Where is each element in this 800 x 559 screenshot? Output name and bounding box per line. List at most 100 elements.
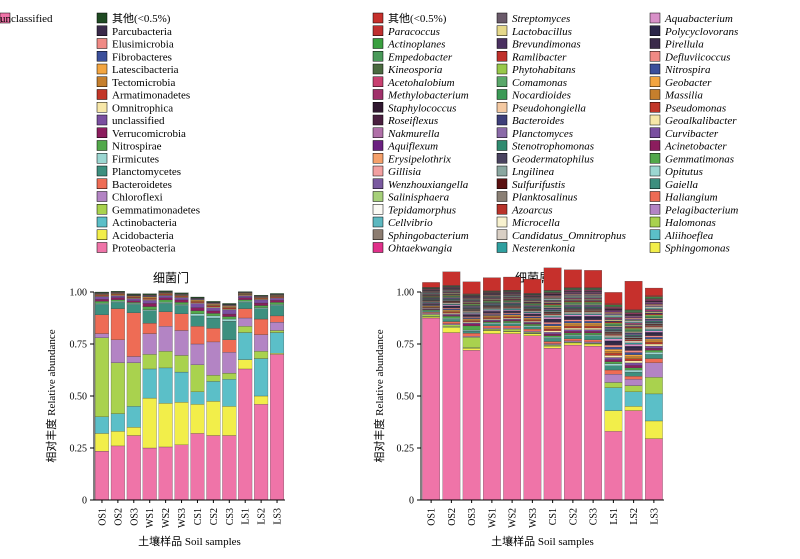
bar-segment xyxy=(503,318,521,321)
legend-swatch xyxy=(649,38,661,49)
bar-segment xyxy=(503,333,521,501)
legend-label: Proteobacteria xyxy=(112,243,176,255)
bar-segment xyxy=(462,330,481,334)
bar-segment xyxy=(564,342,582,346)
legend-label: Pelagibacterium xyxy=(664,204,738,216)
bar-segment xyxy=(270,293,285,295)
bar-segment xyxy=(483,319,501,321)
legend-swatch xyxy=(649,127,661,138)
legend-swatch xyxy=(649,204,661,215)
bar-segment xyxy=(604,344,623,348)
bar-segment xyxy=(158,367,173,404)
bar-segment xyxy=(442,324,461,327)
bar-segment xyxy=(523,320,542,323)
bar-segment xyxy=(206,301,221,303)
legend-swatch xyxy=(96,25,108,36)
legend-swatch xyxy=(372,178,384,189)
bar-segment xyxy=(238,291,253,293)
bar-segment xyxy=(174,355,189,373)
bar-segment xyxy=(584,334,602,336)
bar-segment xyxy=(543,335,562,338)
bar-segment xyxy=(523,278,542,294)
bar-segment xyxy=(142,447,157,501)
bar-segment xyxy=(523,312,542,314)
bar-segment xyxy=(222,406,237,436)
bar-segment xyxy=(645,438,663,501)
x-tick-label: OS2 xyxy=(113,508,124,526)
legend-swatch xyxy=(96,204,108,215)
legend-swatch xyxy=(649,229,661,240)
bar-segment xyxy=(604,324,623,327)
bar-segment xyxy=(543,332,562,335)
legend-label: Latescibacteria xyxy=(112,64,179,76)
legend-swatch xyxy=(372,12,384,24)
legend-swatch xyxy=(496,153,508,164)
legend-label: Gillisia xyxy=(388,166,422,178)
bar-segment xyxy=(254,299,269,304)
bar-segment xyxy=(110,445,125,501)
bar-segment xyxy=(564,332,582,335)
legend-label: Omnitrophica xyxy=(112,102,173,114)
bar-segment xyxy=(462,323,481,327)
bar-segment xyxy=(190,343,205,365)
bar-segment xyxy=(604,353,623,356)
bar-segment xyxy=(584,321,602,324)
bar-segment xyxy=(604,318,623,320)
bar-segment xyxy=(564,327,582,330)
bar-segment xyxy=(645,330,663,333)
bar-segment xyxy=(624,329,643,331)
bar-segment xyxy=(584,339,602,343)
bar-segment xyxy=(222,309,237,315)
legend-label: Pirellula xyxy=(664,39,704,51)
bar-segment xyxy=(442,313,461,315)
bar-segment xyxy=(206,375,221,382)
bar-segment xyxy=(174,305,189,314)
bar-segment xyxy=(624,281,643,310)
bar-segment xyxy=(190,313,205,317)
bar-segment xyxy=(624,324,643,326)
bar-segment xyxy=(462,318,481,320)
bar-segment xyxy=(206,305,221,308)
legend-label: Actinobacteria xyxy=(112,217,177,229)
legend-swatch xyxy=(372,114,384,126)
bar-segment xyxy=(503,313,521,316)
bar-segment xyxy=(584,316,602,319)
bar-segment xyxy=(503,322,521,324)
bar-segment xyxy=(442,318,461,320)
bar-segment xyxy=(222,435,237,501)
bar-segment xyxy=(543,345,562,349)
bar-segment xyxy=(624,367,643,371)
bar-segment xyxy=(254,307,269,309)
legend-swatch xyxy=(96,63,108,75)
bar-segment xyxy=(503,310,521,312)
bar-segment xyxy=(94,301,109,304)
bar-segment xyxy=(503,320,521,323)
bar-segment xyxy=(462,337,481,348)
bar-segment xyxy=(604,319,623,322)
bar-segment xyxy=(174,330,189,356)
x-tick-label: CS3 xyxy=(589,508,600,525)
bar-segment xyxy=(238,297,253,300)
bar-segment xyxy=(270,302,285,305)
legend-label: Erysipelothrix xyxy=(387,153,451,165)
bar-segment xyxy=(523,316,542,319)
x-tick-label: LS2 xyxy=(629,508,640,525)
bar-segment xyxy=(624,330,643,332)
bar-segment xyxy=(442,312,461,314)
bar-segment xyxy=(503,325,521,329)
bar-segment xyxy=(564,313,582,315)
bar-segment xyxy=(564,329,582,332)
bar-segment xyxy=(174,292,189,294)
bar-segment xyxy=(543,327,562,330)
bar-segment xyxy=(442,315,461,317)
bar-segment xyxy=(483,310,501,312)
bar-segment xyxy=(624,335,643,337)
bar-segment xyxy=(624,376,643,380)
bar-segment xyxy=(254,351,269,359)
bar-segment xyxy=(190,326,205,345)
bar-segment xyxy=(645,345,663,349)
y-tick-label: 0.75 xyxy=(397,340,415,351)
bar-segment xyxy=(624,327,643,329)
legend-swatch xyxy=(649,63,661,75)
bar-segment xyxy=(126,304,141,313)
